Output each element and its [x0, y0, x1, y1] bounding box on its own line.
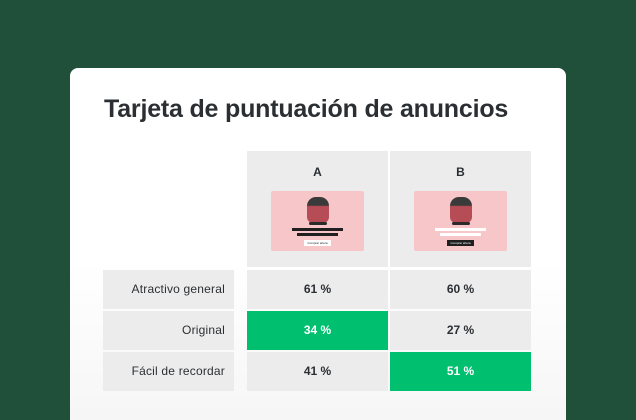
- ad-subline-bar: [297, 233, 338, 236]
- page-title: Tarjeta de puntuación de anuncios: [104, 95, 509, 123]
- score-b: 27 %: [390, 311, 531, 350]
- speaker-product-icon: [307, 197, 329, 225]
- score-b: 60 %: [390, 270, 531, 309]
- ad-cta-button: Comprar ahora: [447, 240, 474, 246]
- ad-headline-bar: [435, 228, 486, 231]
- column-header-b: B Comprar ahora: [390, 151, 531, 267]
- column-label-b: B: [456, 165, 465, 179]
- column-header-a: A Comprar ahora: [247, 151, 388, 267]
- table-row: Original 34 % 27 %: [103, 311, 533, 350]
- ad-subline-bar: [440, 233, 481, 236]
- column-label-a: A: [313, 165, 322, 179]
- score-b: 51 %: [390, 352, 531, 391]
- row-label: Fácil de recordar: [103, 352, 234, 391]
- ad-cta-button: Comprar ahora: [304, 240, 331, 246]
- row-label: Atractivo general: [103, 270, 234, 309]
- ad-headline-bar: [292, 228, 343, 231]
- score-a: 41 %: [247, 352, 388, 391]
- table-row: Fácil de recordar 41 % 51 %: [103, 352, 533, 391]
- speaker-product-icon: [450, 197, 472, 225]
- ad-preview-a[interactable]: Comprar ahora: [271, 191, 364, 251]
- ad-preview-b[interactable]: Comprar ahora: [414, 191, 507, 251]
- row-label: Original: [103, 311, 234, 350]
- score-a: 61 %: [247, 270, 388, 309]
- table-row: Atractivo general 61 % 60 %: [103, 270, 533, 309]
- ad-scorecard-card: Tarjeta de puntuación de anuncios A Comp…: [70, 68, 566, 420]
- score-a: 34 %: [247, 311, 388, 350]
